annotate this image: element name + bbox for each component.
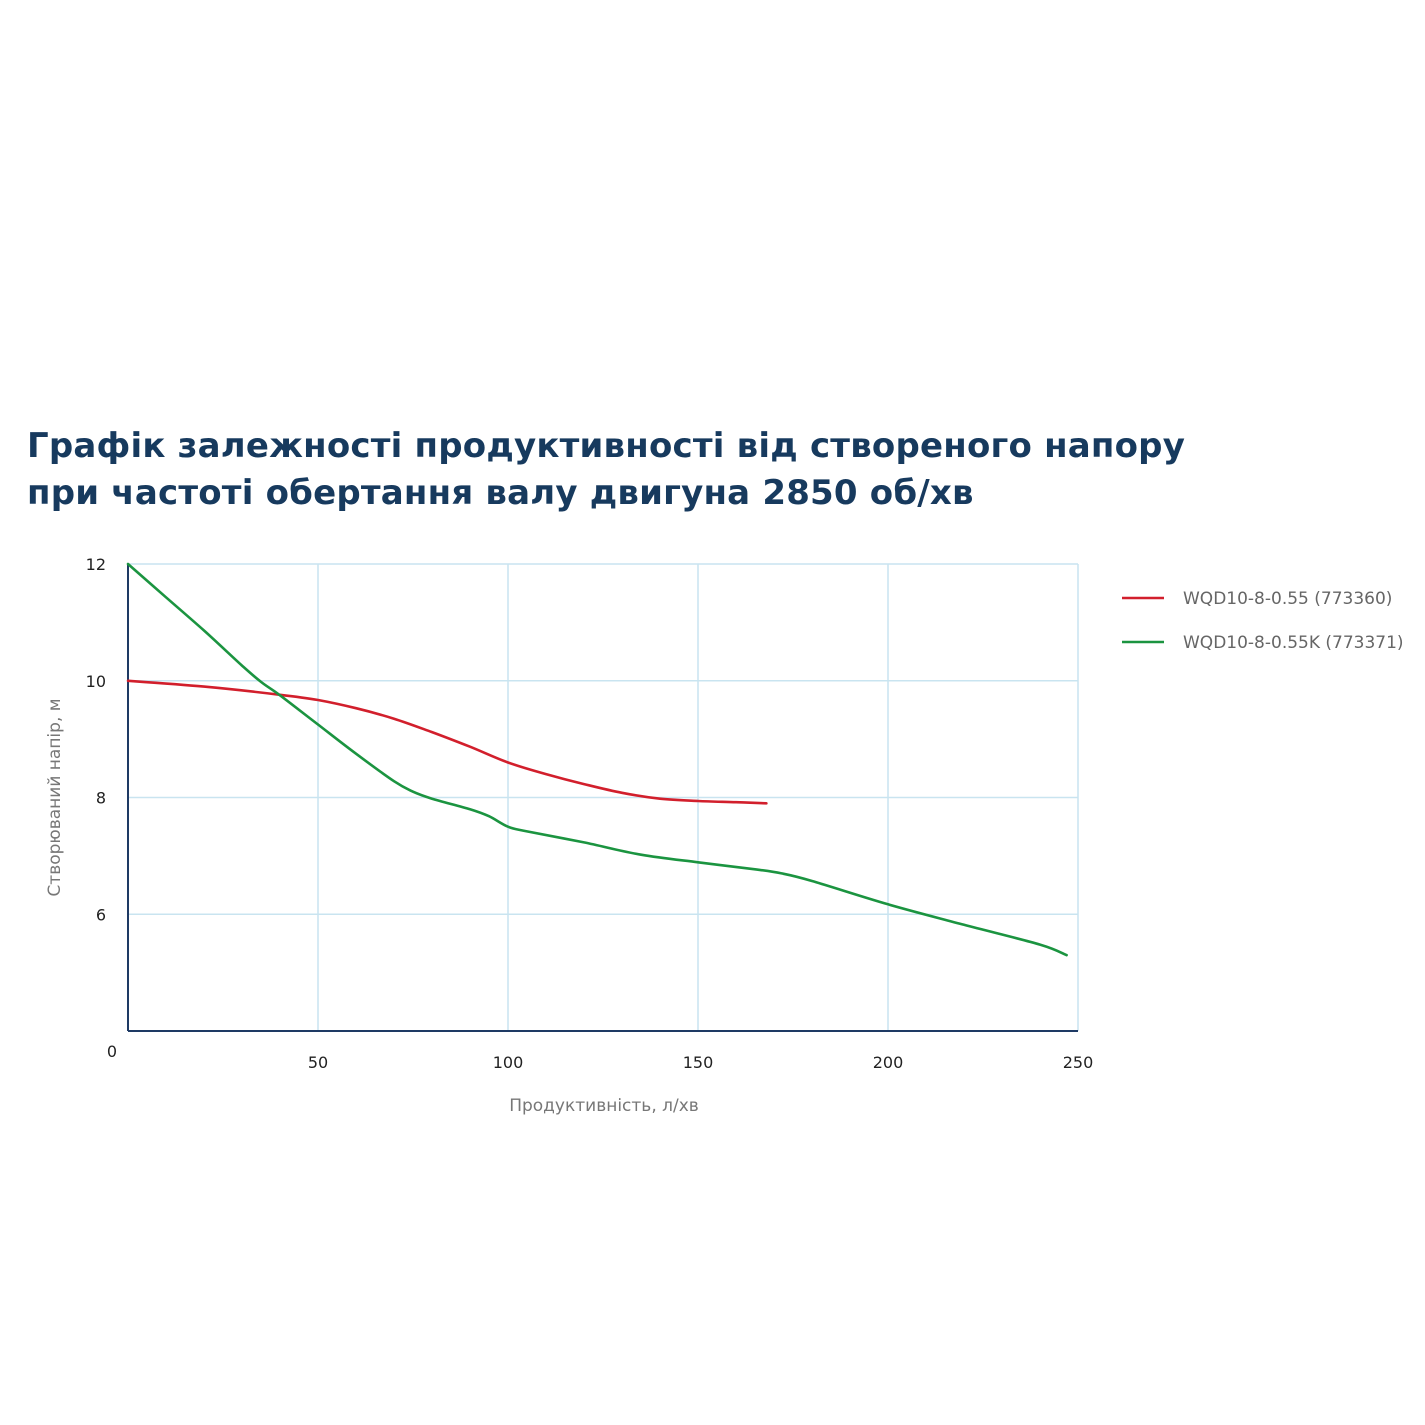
x-tick-label: 0 [107, 1042, 117, 1061]
x-tick-label: 150 [683, 1053, 714, 1072]
x-tick-label: 100 [493, 1053, 524, 1072]
y-axis-label: Створюваний напір, м [45, 698, 65, 896]
chart-grid [128, 563, 1079, 1031]
series-line-1 [126, 679, 768, 805]
x-axis-label: Продуктивність, л/хв [509, 1096, 699, 1116]
chart-title-line-2: при частоті обертання валу двигуна 2850 … [27, 473, 974, 513]
chart-legend: WQD10-8-0.55 (773360) WQD10-8-0.55K (7733… [1122, 589, 1404, 653]
legend-label-1: WQD10-8-0.55 (773360) [1183, 589, 1392, 609]
chart-axes: 0 50 100 150 200 250 6 8 10 12 [86, 555, 1094, 1072]
y-tick-label: 6 [96, 905, 106, 924]
y-tick-label: 8 [96, 789, 106, 808]
x-tick-label: 200 [873, 1053, 904, 1072]
legend-label-2: WQD10-8-0.55K (773371) [1183, 633, 1404, 653]
chart-series [126, 562, 1068, 957]
series-line-2 [126, 562, 1068, 957]
x-tick-label: 250 [1063, 1053, 1094, 1072]
y-tick-label: 12 [86, 555, 106, 574]
y-tick-label: 10 [86, 672, 106, 691]
x-tick-label: 50 [308, 1053, 328, 1072]
chart-title: Графік залежності продуктивності від ств… [27, 423, 1327, 517]
chart-title-line-1: Графік залежності продуктивності від ств… [27, 426, 1186, 466]
